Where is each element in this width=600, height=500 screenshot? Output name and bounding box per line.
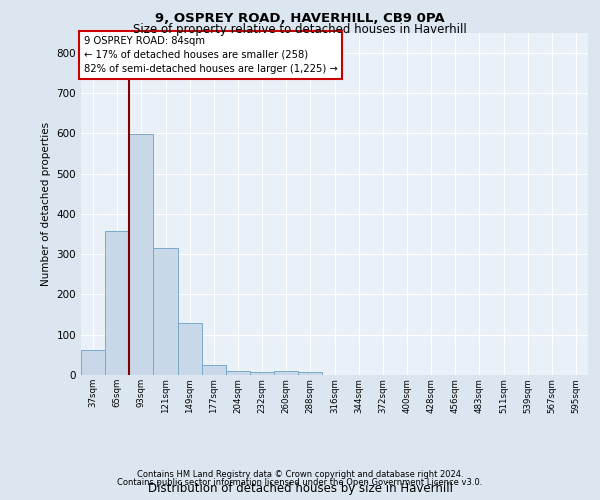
Bar — [129, 134, 154, 375]
Text: Size of property relative to detached houses in Haverhill: Size of property relative to detached ho… — [133, 22, 467, 36]
Bar — [105, 231, 129, 375]
Text: Contains public sector information licensed under the Open Government Licence v3: Contains public sector information licen… — [118, 478, 482, 487]
Bar — [154, 248, 178, 375]
Bar — [298, 372, 322, 375]
Bar — [250, 372, 274, 375]
Text: Distribution of detached houses by size in Haverhill: Distribution of detached houses by size … — [148, 482, 452, 495]
Text: Contains HM Land Registry data © Crown copyright and database right 2024.: Contains HM Land Registry data © Crown c… — [137, 470, 463, 479]
Bar — [81, 350, 105, 375]
Text: 9 OSPREY ROAD: 84sqm
← 17% of detached houses are smaller (258)
82% of semi-deta: 9 OSPREY ROAD: 84sqm ← 17% of detached h… — [83, 36, 337, 74]
Y-axis label: Number of detached properties: Number of detached properties — [41, 122, 51, 286]
Bar — [178, 324, 202, 375]
Bar — [226, 371, 250, 375]
Text: 9, OSPREY ROAD, HAVERHILL, CB9 0PA: 9, OSPREY ROAD, HAVERHILL, CB9 0PA — [155, 12, 445, 26]
Bar — [202, 365, 226, 375]
Bar — [274, 371, 298, 375]
